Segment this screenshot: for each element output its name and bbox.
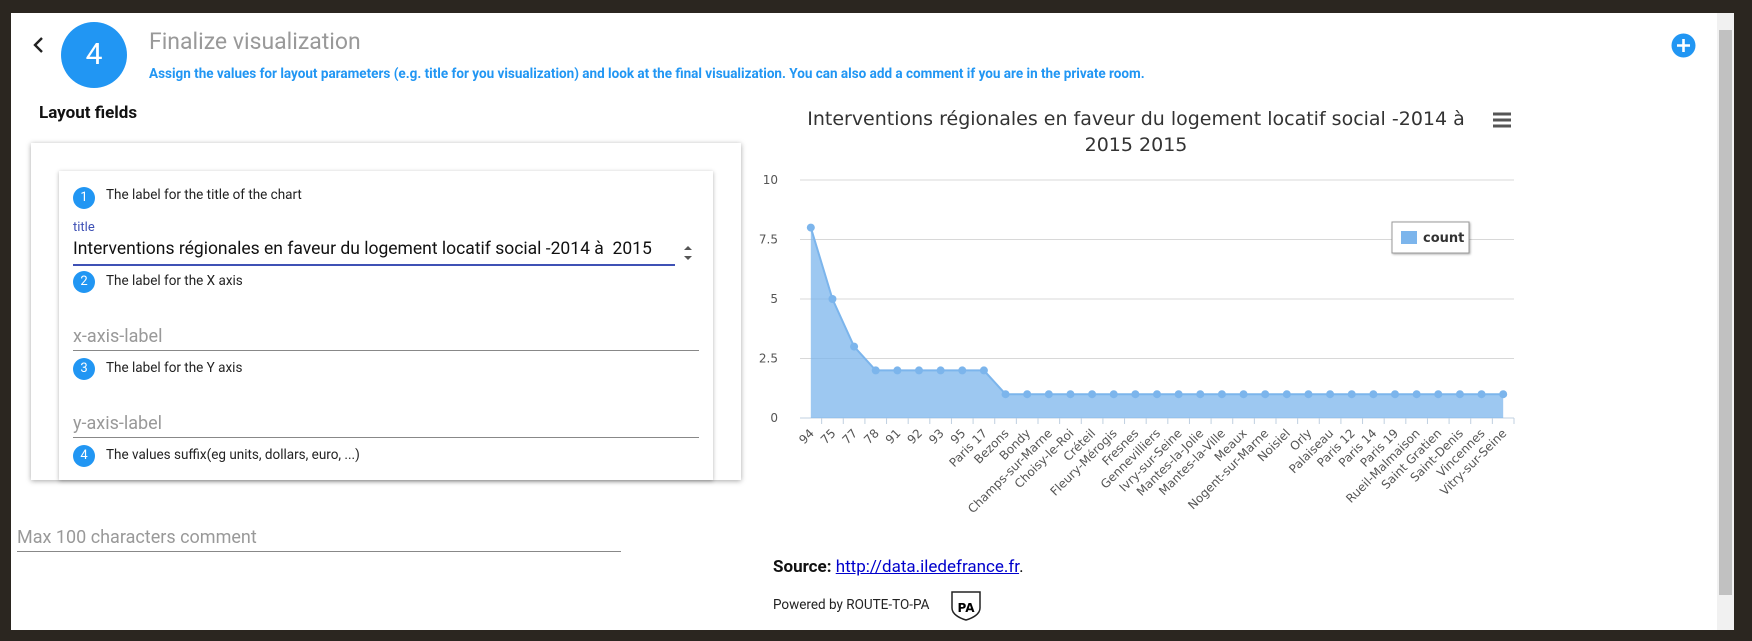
point bbox=[1434, 390, 1443, 399]
point bbox=[850, 342, 859, 351]
y-axis-input[interactable]: y-axis-label bbox=[73, 413, 163, 434]
point bbox=[1088, 390, 1097, 399]
input-underline bbox=[17, 551, 621, 552]
step-label: The label for the title of the chart bbox=[106, 187, 302, 203]
point bbox=[1174, 390, 1183, 399]
step-number: 4 bbox=[73, 445, 95, 467]
chart-title: Interventions régionales en faveur du lo… bbox=[807, 108, 1465, 156]
step-number: 2 bbox=[73, 271, 95, 293]
point bbox=[979, 366, 988, 375]
y-tick-label: 2.5 bbox=[759, 352, 778, 366]
x-tick-label: 75 bbox=[818, 426, 839, 447]
step-label: The label for the Y axis bbox=[106, 360, 243, 376]
point bbox=[1477, 390, 1486, 399]
source-label: Source: bbox=[773, 557, 832, 577]
point bbox=[1217, 390, 1226, 399]
point bbox=[1023, 390, 1032, 399]
x-tick-label: 77 bbox=[840, 426, 861, 447]
legend-label: count bbox=[1423, 231, 1464, 246]
comment-input[interactable]: Max 100 characters comment bbox=[17, 527, 257, 548]
point bbox=[936, 366, 945, 375]
y-tick-label: 5 bbox=[770, 292, 778, 306]
source-end: . bbox=[1019, 557, 1024, 577]
point bbox=[1066, 390, 1075, 399]
point bbox=[1044, 390, 1053, 399]
x-tick-label: 92 bbox=[904, 426, 925, 447]
y-tick-label: 10 bbox=[763, 173, 778, 187]
point bbox=[1347, 390, 1356, 399]
logo-text: PA bbox=[958, 601, 976, 615]
inner-card: 1 The label for the title of the chart t… bbox=[59, 171, 713, 480]
point bbox=[1131, 390, 1140, 399]
scroll-thumb[interactable] bbox=[1719, 30, 1732, 595]
point bbox=[806, 223, 815, 232]
page-title: Finalize visualization bbox=[149, 28, 361, 55]
x-tick-label: 94 bbox=[796, 426, 817, 447]
subtitle: Assign the values for layout parameters … bbox=[149, 66, 1145, 82]
x-tick-label: 78 bbox=[861, 426, 882, 447]
input-underline bbox=[73, 437, 699, 438]
input-underline bbox=[73, 264, 675, 266]
area bbox=[810, 227, 1504, 418]
input-underline bbox=[73, 350, 699, 351]
point bbox=[1412, 390, 1421, 399]
point bbox=[1261, 390, 1270, 399]
point bbox=[1196, 390, 1205, 399]
back-button[interactable] bbox=[28, 34, 50, 56]
step-label: The values suffix(eg units, dollars, eur… bbox=[106, 447, 360, 463]
point bbox=[893, 366, 902, 375]
logo: PA bbox=[951, 591, 981, 621]
step-label: The label for the X axis bbox=[106, 273, 243, 289]
powered-by: Powered by ROUTE-TO-PA bbox=[773, 597, 930, 613]
legend-swatch bbox=[1401, 231, 1417, 244]
step-badge: 4 bbox=[61, 22, 127, 88]
point bbox=[1455, 390, 1464, 399]
source: Source: http://data.iledefrance.fr. bbox=[773, 557, 1024, 577]
add-button[interactable] bbox=[1671, 33, 1696, 58]
x-tick-label: 93 bbox=[926, 426, 947, 447]
point bbox=[828, 295, 837, 303]
point bbox=[871, 366, 880, 375]
point bbox=[1369, 390, 1378, 399]
point bbox=[1001, 390, 1010, 399]
step-number: 1 bbox=[73, 187, 95, 209]
point bbox=[915, 366, 923, 375]
chart-menu[interactable] bbox=[1493, 112, 1511, 128]
x-axis-input[interactable]: x-axis-label bbox=[73, 326, 163, 347]
point bbox=[1282, 390, 1291, 399]
point bbox=[1326, 390, 1335, 399]
point bbox=[1499, 390, 1508, 399]
title-input[interactable]: Interventions régionales en faveur du lo… bbox=[73, 239, 652, 259]
source-link[interactable]: http://data.iledefrance.fr bbox=[835, 557, 1020, 577]
spinner[interactable] bbox=[679, 241, 697, 265]
point bbox=[1153, 390, 1161, 399]
point bbox=[1239, 390, 1248, 399]
point bbox=[1304, 390, 1313, 399]
point bbox=[1391, 390, 1399, 399]
section-heading: Layout fields bbox=[39, 103, 138, 123]
point bbox=[958, 366, 967, 375]
field-label: title bbox=[73, 220, 95, 235]
y-tick-label: 7.5 bbox=[759, 233, 778, 247]
x-tick-label: 91 bbox=[883, 426, 904, 447]
y-tick-label: 0 bbox=[770, 411, 778, 425]
point bbox=[1109, 390, 1118, 399]
step-number: 3 bbox=[73, 358, 95, 380]
